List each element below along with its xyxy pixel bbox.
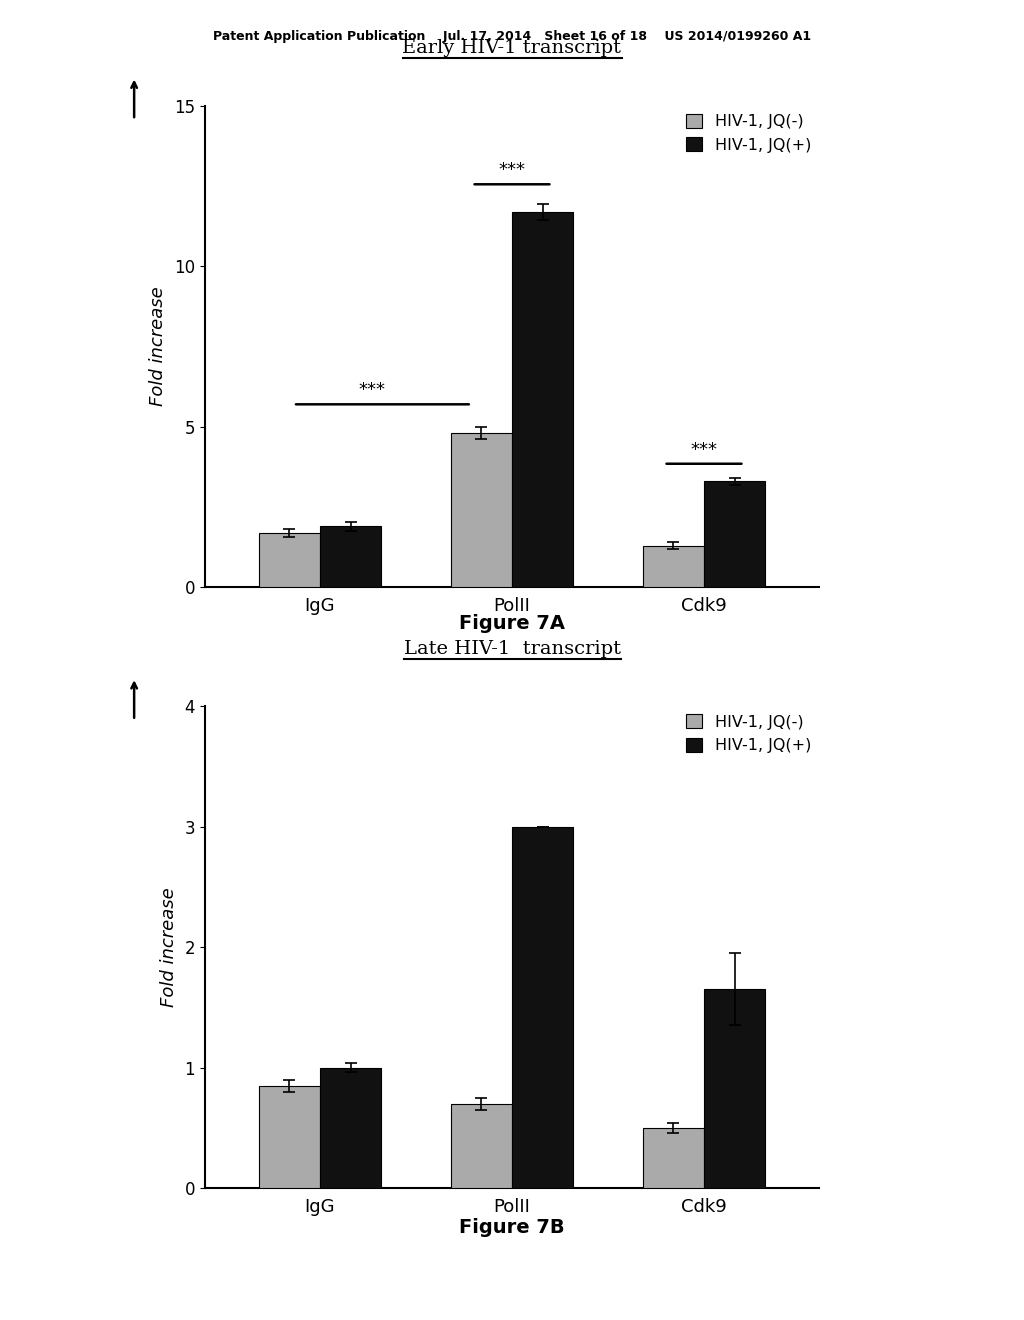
- Text: Figure 7A: Figure 7A: [459, 614, 565, 632]
- Text: Figure 7B: Figure 7B: [459, 1218, 565, 1237]
- Text: Late HIV-1  transcript: Late HIV-1 transcript: [403, 640, 621, 657]
- Bar: [643, 545, 705, 587]
- Y-axis label: Fold increase: Fold increase: [160, 887, 177, 1007]
- Text: ***: ***: [499, 161, 525, 180]
- Text: Early HIV-1 transcript: Early HIV-1 transcript: [402, 40, 622, 57]
- Bar: [319, 527, 381, 587]
- Bar: [512, 211, 573, 587]
- Legend: HIV-1, JQ(-), HIV-1, JQ(+): HIV-1, JQ(-), HIV-1, JQ(+): [686, 114, 811, 153]
- Text: ***: ***: [690, 441, 718, 459]
- Bar: [705, 482, 765, 587]
- Bar: [512, 826, 573, 1188]
- Text: ***: ***: [358, 381, 385, 400]
- Bar: [451, 433, 512, 587]
- Legend: HIV-1, JQ(-), HIV-1, JQ(+): HIV-1, JQ(-), HIV-1, JQ(+): [686, 714, 811, 754]
- Text: Patent Application Publication    Jul. 17, 2014   Sheet 16 of 18    US 2014/0199: Patent Application Publication Jul. 17, …: [213, 30, 811, 44]
- Bar: [258, 1085, 319, 1188]
- Y-axis label: Fold increase: Fold increase: [150, 286, 167, 407]
- Bar: [643, 1127, 705, 1188]
- Bar: [451, 1104, 512, 1188]
- Bar: [258, 533, 319, 587]
- Bar: [705, 989, 765, 1188]
- Bar: [319, 1068, 381, 1188]
